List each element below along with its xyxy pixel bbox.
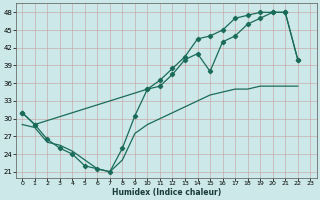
- X-axis label: Humidex (Indice chaleur): Humidex (Indice chaleur): [112, 188, 221, 197]
